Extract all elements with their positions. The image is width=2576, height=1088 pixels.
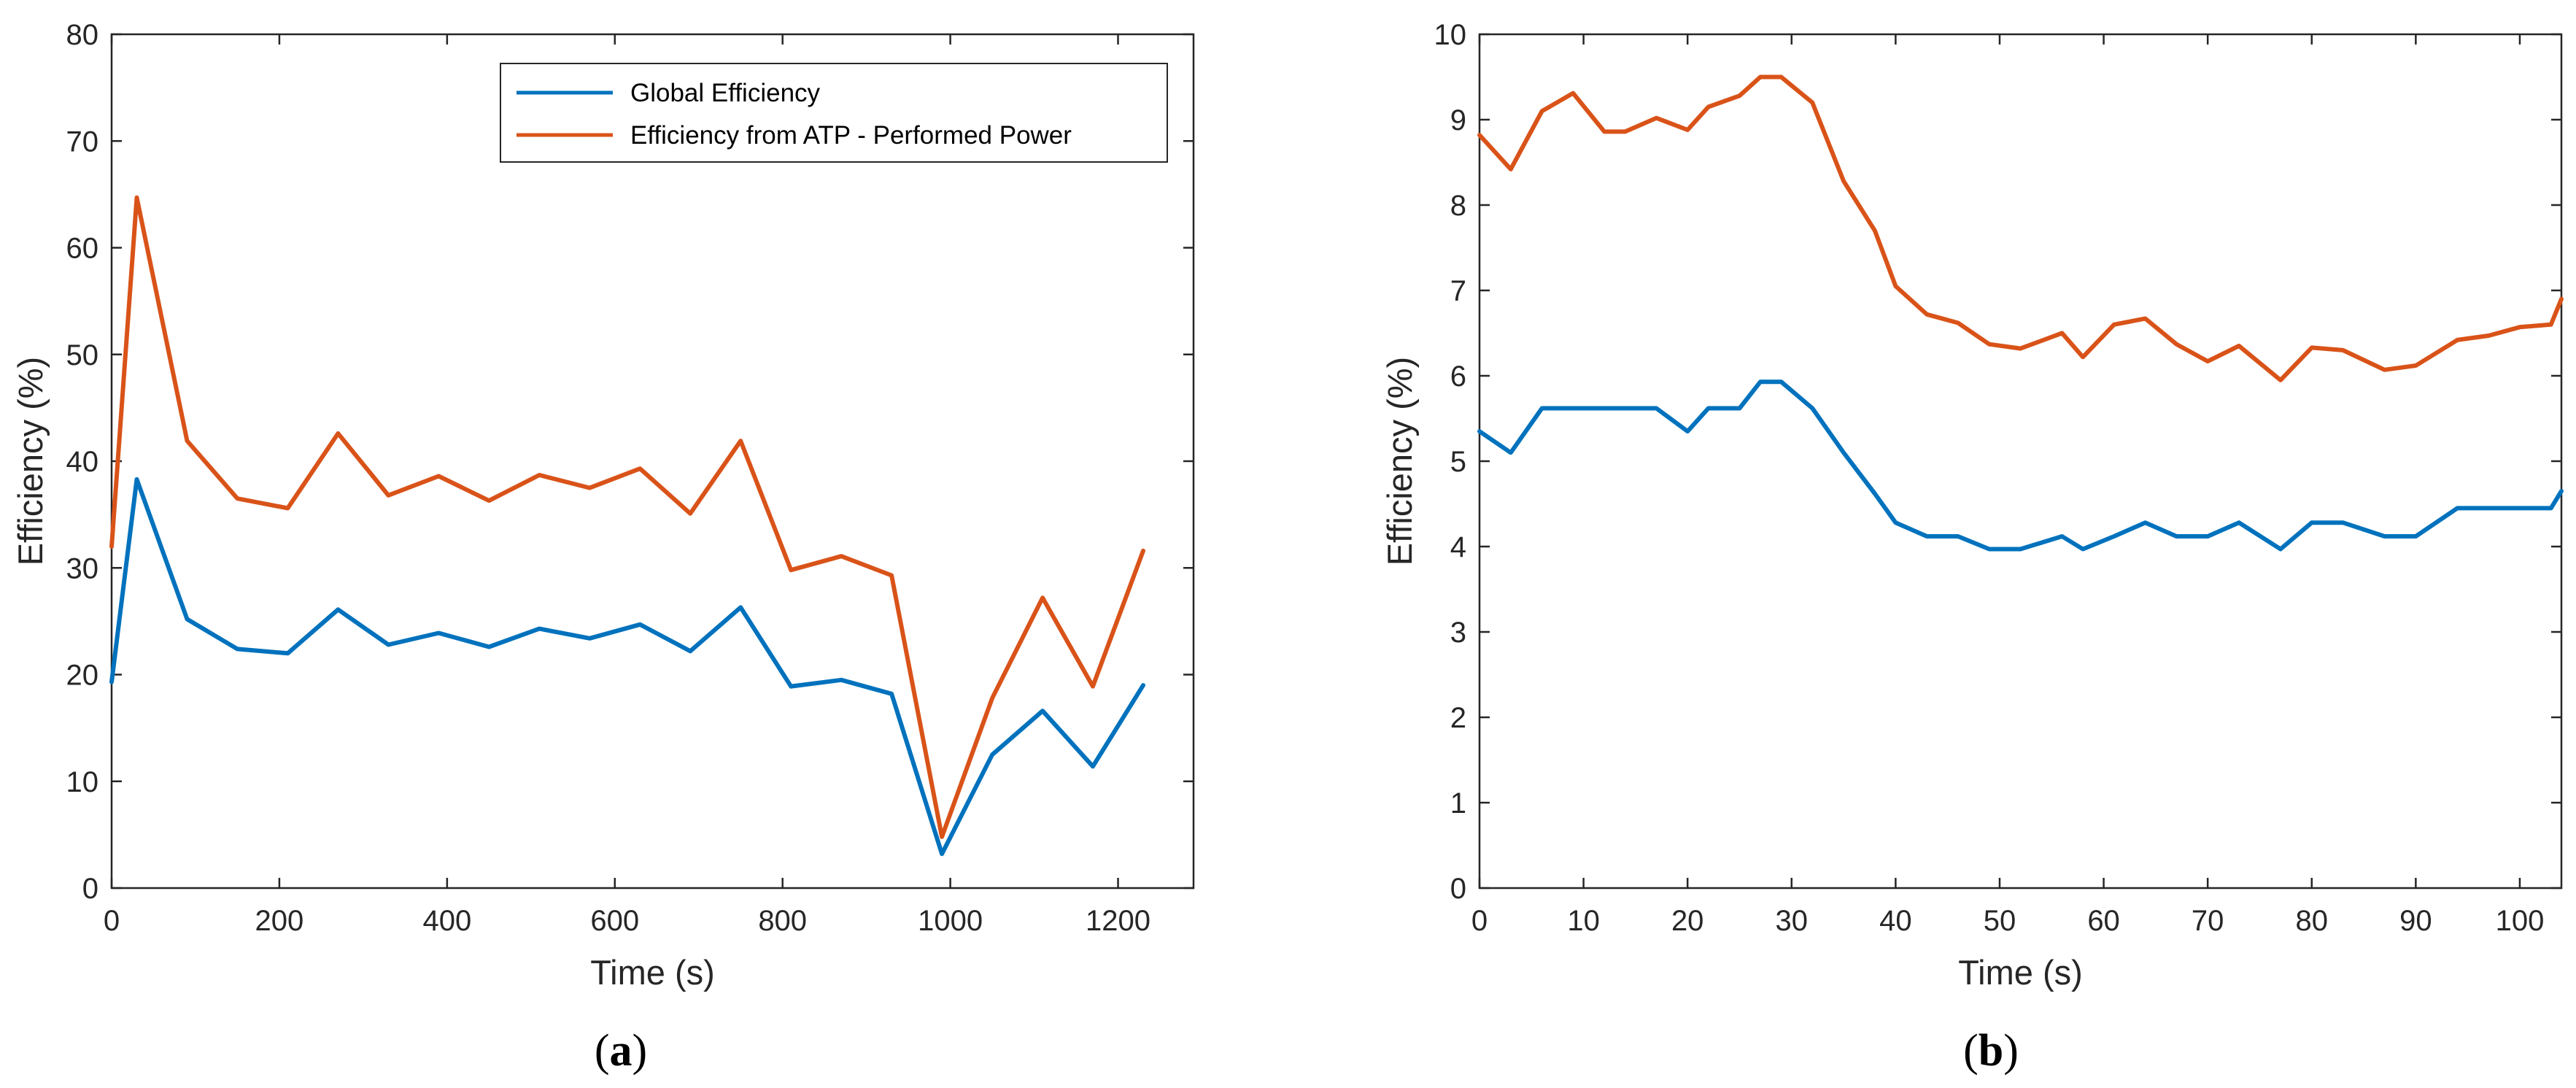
x-tick-label: 40 (1879, 905, 1912, 937)
y-tick-label: 2 (1450, 702, 1466, 734)
y-tick-label: 30 (66, 552, 99, 584)
panel-letter-b: b (1979, 1026, 2003, 1076)
legend-box (500, 63, 1168, 163)
plot-area-a: 0 200 400 600 800 1000 1200 0 10 20 30 40 50 60 70 80 (66, 19, 1195, 937)
axis-ticks-b: 0 10 20 30 40 50 60 70 80 90 100 0 1 2 3 4 5 6 7 8 9 10 (1434, 19, 2561, 937)
panel-label-a: (a) (595, 1026, 647, 1076)
y-tick-label: 10 (1434, 19, 1467, 51)
y-tick-label: 10 (66, 766, 99, 798)
y-tick-label: 0 (1450, 873, 1466, 905)
series-line-global-efficiency (1477, 379, 2564, 552)
x-tick-label: 50 (1984, 905, 2016, 937)
y-tick-label: 6 (1450, 360, 1466, 393)
y-tick-label: 1 (1450, 787, 1466, 819)
x-tick-label: 20 (1671, 905, 1704, 937)
y-tick-label: 40 (66, 446, 99, 478)
panel-letter-a: a (610, 1026, 633, 1076)
x-tick-label: 10 (1567, 905, 1600, 937)
x-tick-label: 30 (1776, 905, 1809, 937)
y-tick-label: 9 (1450, 104, 1466, 136)
series-lines-b (1477, 74, 2564, 552)
series-line-atp-efficiency (1477, 74, 2564, 382)
y-tick-label: 60 (66, 233, 99, 265)
x-tick-label: 600 (590, 905, 639, 937)
x-axis-title-b: Time (s) (1958, 953, 2083, 992)
axes-box-b (1478, 33, 2563, 890)
y-axis-title-a: Efficiency (%) (11, 357, 50, 566)
x-tick-label: 80 (2296, 905, 2329, 937)
chart-panel-b: 0 10 20 30 40 50 60 70 80 90 100 0 1 2 3 4 5 6 7 8 9 10 Effic… (1380, 19, 2564, 1076)
plot-area-b: 0 10 20 30 40 50 60 70 80 90 100 0 1 2 3 4 5 6 7 8 9 10 (1434, 19, 2564, 937)
y-tick-label: 20 (66, 660, 99, 692)
x-tick-label: 1000 (918, 905, 983, 937)
x-tick-label: 90 (2399, 905, 2432, 937)
axis-ticks-a: 0 200 400 600 800 1000 1200 0 10 20 30 40 50 60 70 80 (66, 19, 1194, 937)
x-axis-title-a: Time (s) (590, 953, 715, 992)
y-tick-label: 8 (1450, 190, 1466, 222)
x-tick-label: 400 (422, 905, 471, 937)
legend-label-atp-efficiency: Efficiency from ATP - Performed Power (630, 121, 1072, 150)
chart-panel-a: 0 200 400 600 800 1000 1200 0 10 20 30 40 50 60 70 80 E… (11, 19, 1195, 1076)
y-tick-label: 3 (1450, 617, 1466, 649)
x-tick-label: 1200 (1086, 905, 1150, 937)
x-tick-label: 800 (758, 905, 807, 937)
x-tick-label: 0 (104, 905, 120, 937)
y-tick-label: 7 (1450, 275, 1466, 307)
y-axis-title-b: Efficiency (%) (1380, 357, 1419, 566)
legend: Global Efficiency Efficiency from ATP - … (500, 63, 1168, 163)
x-tick-label: 200 (255, 905, 304, 937)
series-line-global-efficiency (109, 477, 1145, 857)
x-tick-label: 0 (1471, 905, 1488, 937)
y-tick-label: 70 (66, 126, 99, 158)
x-tick-label: 60 (2087, 905, 2120, 937)
y-tick-label: 5 (1450, 446, 1466, 478)
y-tick-label: 0 (82, 873, 98, 905)
y-tick-label: 4 (1450, 531, 1466, 563)
series-lines-a (109, 195, 1145, 857)
y-tick-label: 80 (66, 19, 99, 51)
series-line-atp-efficiency (109, 195, 1145, 839)
legend-label-global-efficiency: Global Efficiency (630, 79, 821, 107)
x-tick-label: 100 (2496, 905, 2545, 937)
panel-label-b: (b) (1963, 1026, 2019, 1076)
x-tick-label: 70 (2192, 905, 2224, 937)
y-tick-label: 50 (66, 339, 99, 371)
